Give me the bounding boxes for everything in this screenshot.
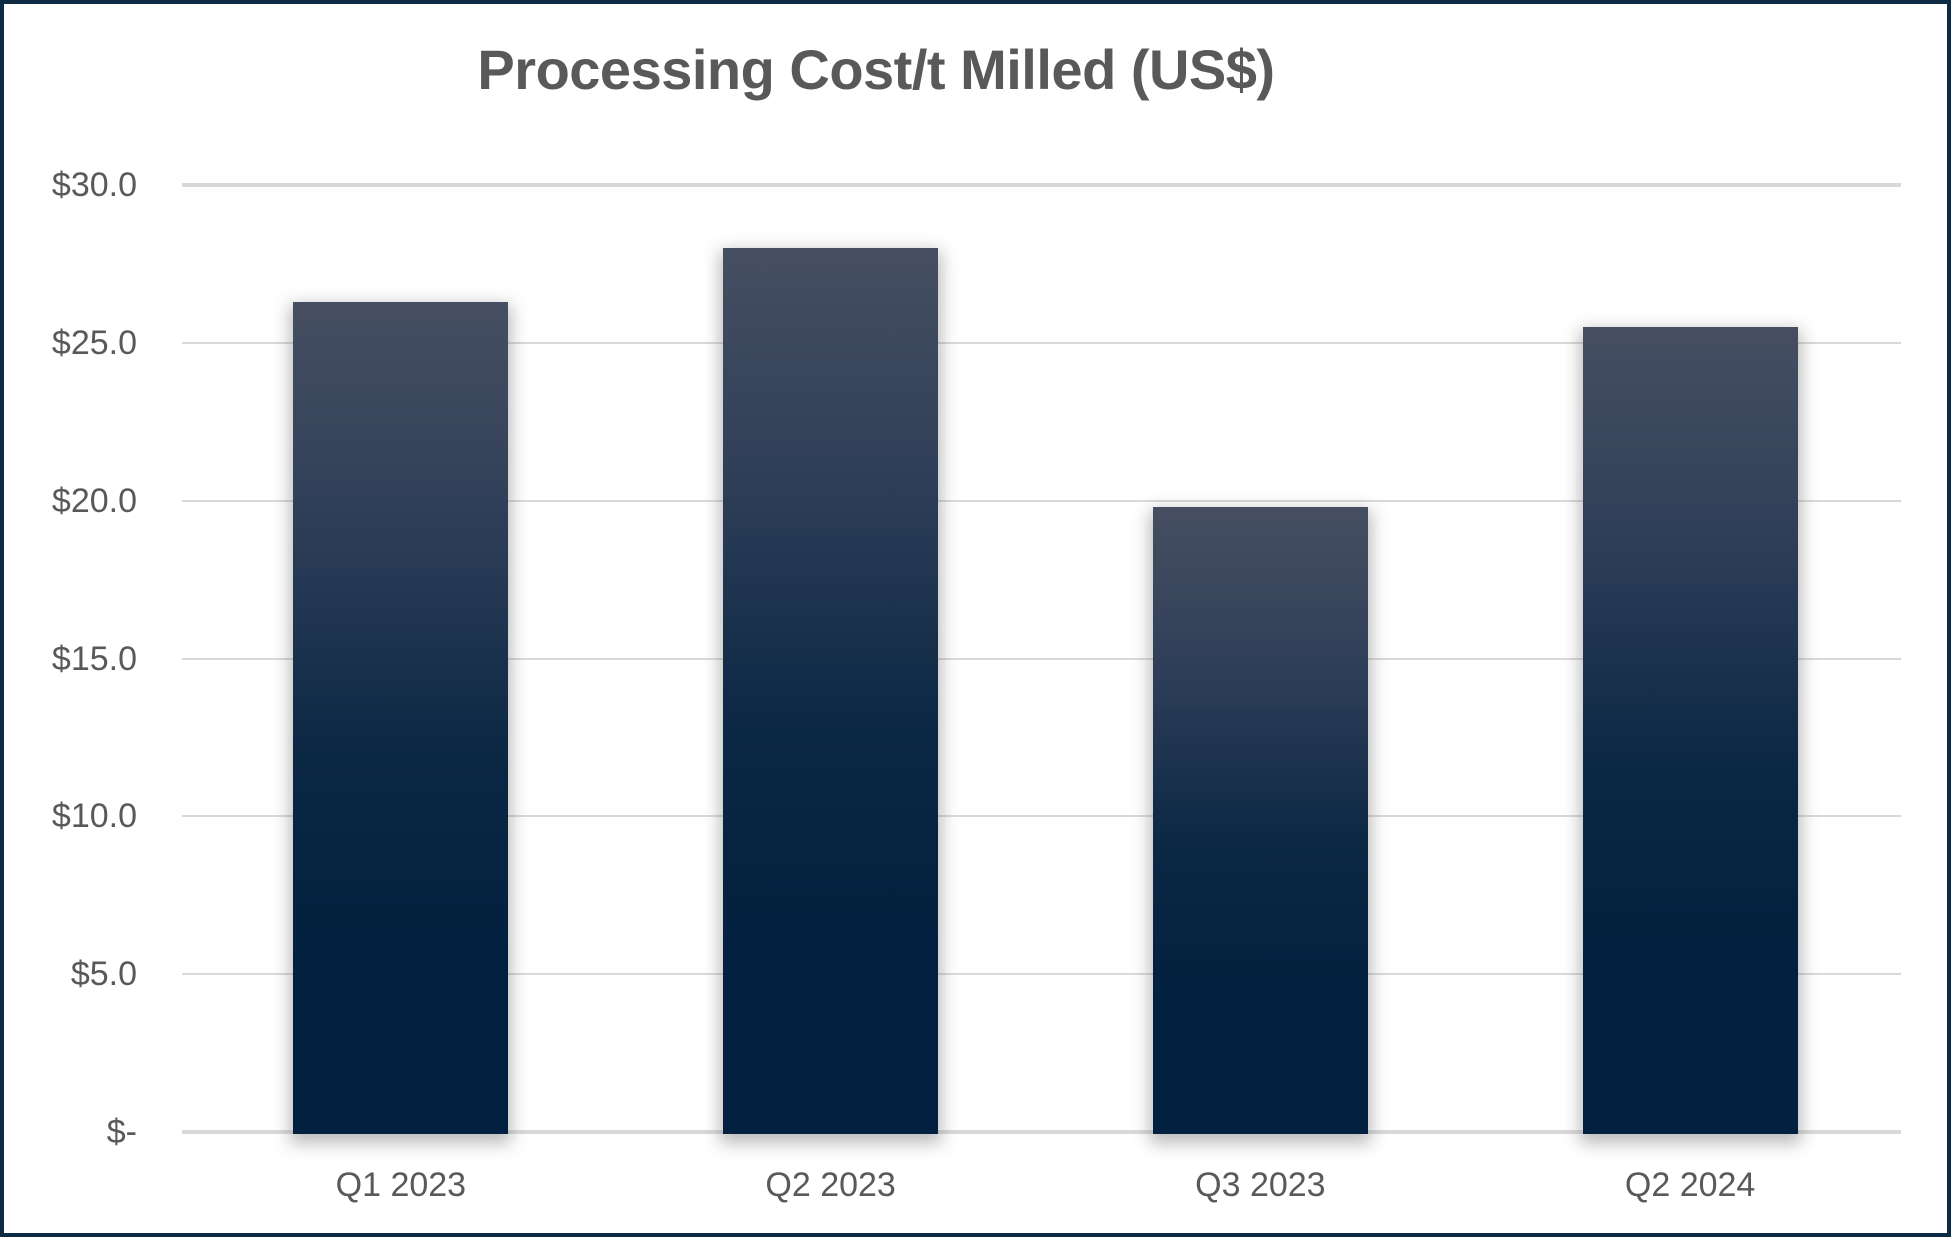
gridline bbox=[182, 499, 1901, 502]
gridline bbox=[182, 815, 1901, 818]
bar-q1-2023 bbox=[293, 301, 509, 1134]
y-tick-label: $20.0 bbox=[51, 481, 137, 520]
gridline bbox=[182, 183, 1901, 187]
y-tick-label: $15.0 bbox=[51, 639, 137, 678]
gridline bbox=[182, 657, 1901, 660]
x-category-label: Q2 2023 bbox=[765, 1166, 896, 1204]
x-category-label: Q2 2024 bbox=[1624, 1166, 1756, 1204]
x-category-label: Q1 2023 bbox=[335, 1166, 467, 1204]
x-category-label: Q3 2023 bbox=[1195, 1166, 1326, 1204]
chart-title: Processing Cost/t Milled (US$) bbox=[477, 38, 1275, 101]
y-tick-label: $- bbox=[106, 1113, 137, 1151]
y-tick-label: $10.0 bbox=[51, 797, 137, 836]
bar-q2-2023 bbox=[723, 248, 939, 1134]
gridline bbox=[182, 973, 1901, 976]
bar-q3-2023 bbox=[1152, 506, 1368, 1134]
x-axis-line bbox=[182, 1130, 1901, 1134]
y-tick-label: $5.0 bbox=[70, 955, 137, 994]
y-tick-label: $30.0 bbox=[51, 166, 137, 204]
bar-q2-2024 bbox=[1582, 327, 1798, 1134]
gridline bbox=[182, 341, 1901, 344]
y-tick-label: $25.0 bbox=[51, 323, 137, 362]
